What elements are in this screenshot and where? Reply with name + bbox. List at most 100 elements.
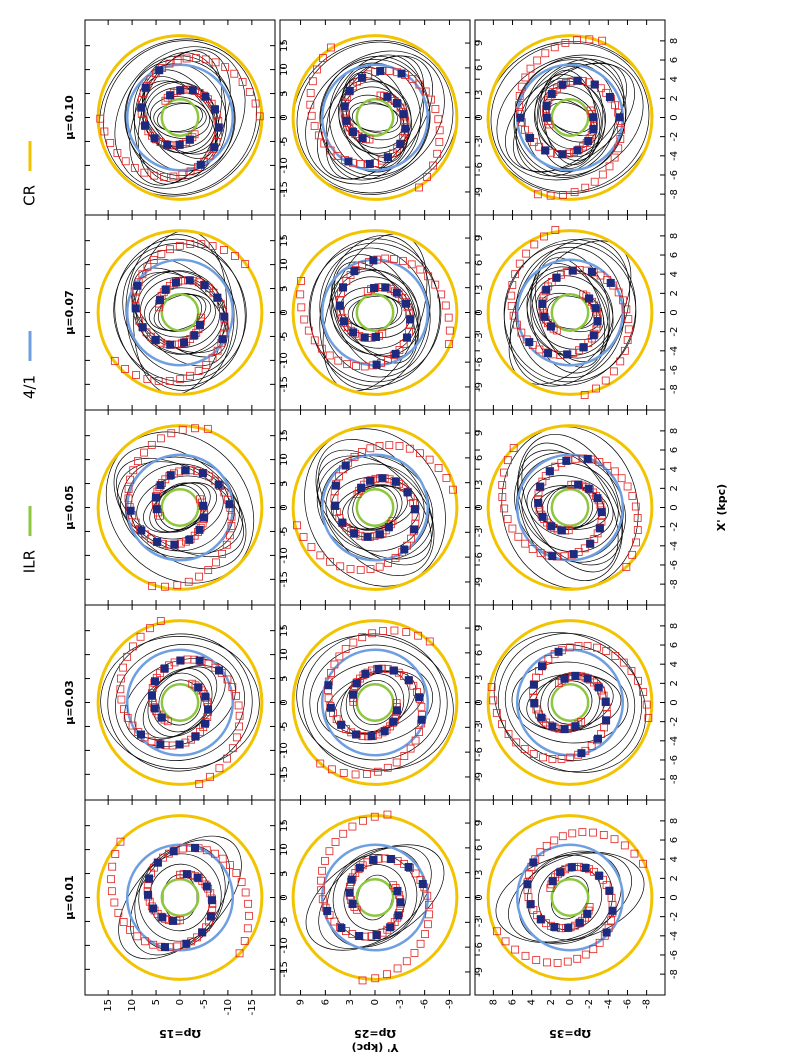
node-square (137, 103, 146, 112)
arm-square (622, 562, 631, 571)
arm-square (317, 886, 326, 895)
node-square (147, 691, 156, 700)
node-square (348, 900, 357, 909)
orbit (326, 847, 424, 948)
x-tick-label: -8 (669, 384, 680, 394)
arm-square (232, 733, 241, 742)
node-square (169, 847, 178, 856)
node-square (355, 932, 364, 941)
node-square (206, 912, 215, 921)
x-tick-label: -10 (279, 547, 290, 563)
arm-square (133, 457, 142, 466)
x-tick-label: -2 (669, 717, 680, 727)
arm-square (325, 847, 334, 856)
arm-square (417, 702, 426, 711)
arm-square (206, 772, 215, 781)
x-tick-label: 6 (669, 642, 680, 648)
arm-square (435, 126, 444, 135)
arm-square (201, 55, 210, 64)
4-1-circle (320, 843, 430, 952)
node-square (601, 698, 610, 707)
x-tick-label: 15 (279, 429, 290, 442)
arm-square (410, 949, 419, 957)
node-square (150, 704, 159, 713)
orbit (507, 852, 633, 943)
arm-square (514, 532, 523, 541)
column-label: μ=0.03 (63, 680, 76, 724)
arm-square (536, 848, 545, 857)
4-1-circle (320, 453, 430, 562)
node-square (220, 312, 229, 321)
arm-square (423, 891, 432, 900)
panel-frame (279, 409, 471, 606)
arm-square (227, 512, 236, 521)
arm-square (149, 255, 158, 264)
node-square (581, 863, 590, 872)
arm-square (543, 958, 551, 967)
arm-square (515, 259, 524, 268)
legend-label: 4/1 (21, 375, 39, 399)
node-square (558, 150, 567, 159)
node-square (571, 722, 580, 731)
node-square (215, 666, 224, 675)
y-tick-label: 4 (527, 999, 538, 1005)
x-tick-label: 9 (474, 820, 485, 826)
node-square (585, 294, 594, 303)
arm-square (100, 127, 109, 136)
x-tick-label: 2 (669, 290, 680, 296)
arm-square (124, 494, 133, 503)
arm-square (228, 683, 237, 692)
node-square (218, 335, 227, 344)
arm-square (521, 951, 530, 960)
arm-square (319, 54, 327, 63)
arm-square (639, 688, 648, 697)
arm-square (234, 701, 243, 710)
orbit (292, 40, 458, 195)
arm-square (423, 172, 431, 181)
arm-square (334, 356, 343, 365)
x-tick-label: -2 (669, 912, 680, 922)
node-square (554, 647, 563, 656)
arm-square (442, 474, 451, 482)
arm-square (498, 493, 507, 501)
orbit (332, 854, 418, 941)
x-tick-label: 3 (474, 674, 485, 680)
arm-square (444, 340, 453, 349)
arm-square (126, 475, 135, 484)
arm-square (389, 881, 398, 890)
legend-label: ILR (21, 550, 39, 573)
y-tick-label: 2 (546, 999, 557, 1005)
panel-body (291, 810, 459, 985)
orbit (542, 295, 598, 330)
node-square (153, 858, 162, 867)
arm-square (561, 38, 570, 47)
node-square (391, 349, 400, 358)
node-square (538, 512, 547, 521)
node-square (569, 550, 578, 559)
orbit (496, 54, 644, 181)
arm-square (195, 572, 204, 581)
arm-square (330, 660, 339, 669)
node-square (363, 532, 372, 541)
node-square (191, 732, 200, 741)
arm-square (223, 754, 231, 763)
arm-square (161, 96, 170, 105)
arm-square (526, 64, 535, 73)
arm-square (595, 938, 604, 947)
node-square (404, 676, 413, 685)
y-axis-label: Y' (kpc) (352, 1041, 400, 1054)
x-tick-label: 15 (279, 39, 290, 52)
arm-square (498, 720, 506, 729)
arm-square (131, 294, 140, 303)
arm-square (300, 315, 309, 324)
arm-square (511, 945, 520, 954)
arm-square (391, 554, 400, 563)
arm-square (360, 362, 369, 371)
node-square (150, 134, 159, 143)
4-1-circle (320, 258, 430, 367)
arm-square (173, 942, 182, 951)
arm-square (617, 125, 625, 134)
y-tick-label: 6 (320, 999, 331, 1005)
y-tick-label: 0 (175, 999, 186, 1005)
